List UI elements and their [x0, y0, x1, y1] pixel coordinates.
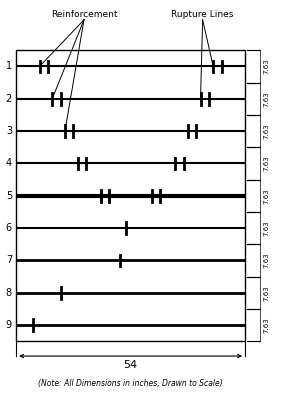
- Text: 6: 6: [6, 223, 12, 233]
- Text: 7.63: 7.63: [263, 317, 269, 333]
- Text: 4: 4: [6, 158, 12, 168]
- Text: 7.63: 7.63: [263, 220, 269, 236]
- Text: Reinforcement: Reinforcement: [51, 10, 117, 18]
- Text: 3: 3: [6, 126, 12, 136]
- Text: 54: 54: [124, 360, 138, 370]
- Text: 1: 1: [6, 62, 12, 72]
- Text: 7.63: 7.63: [263, 252, 269, 268]
- Text: Rupture Lines: Rupture Lines: [171, 10, 234, 18]
- Text: 7.63: 7.63: [263, 285, 269, 301]
- Text: 7.63: 7.63: [263, 58, 269, 74]
- Text: (Note: All Dimensions in inches, Drawn to Scale): (Note: All Dimensions in inches, Drawn t…: [38, 379, 223, 388]
- Text: 8: 8: [6, 288, 12, 298]
- Text: 2: 2: [6, 94, 12, 104]
- Text: 5: 5: [6, 191, 12, 201]
- Text: 7.63: 7.63: [263, 91, 269, 107]
- Text: 7.63: 7.63: [263, 123, 269, 139]
- Text: 7: 7: [6, 256, 12, 266]
- Text: 7.63: 7.63: [263, 188, 269, 204]
- Text: 9: 9: [6, 320, 12, 330]
- Bar: [16, 50, 245, 341]
- Text: 7.63: 7.63: [263, 156, 269, 171]
